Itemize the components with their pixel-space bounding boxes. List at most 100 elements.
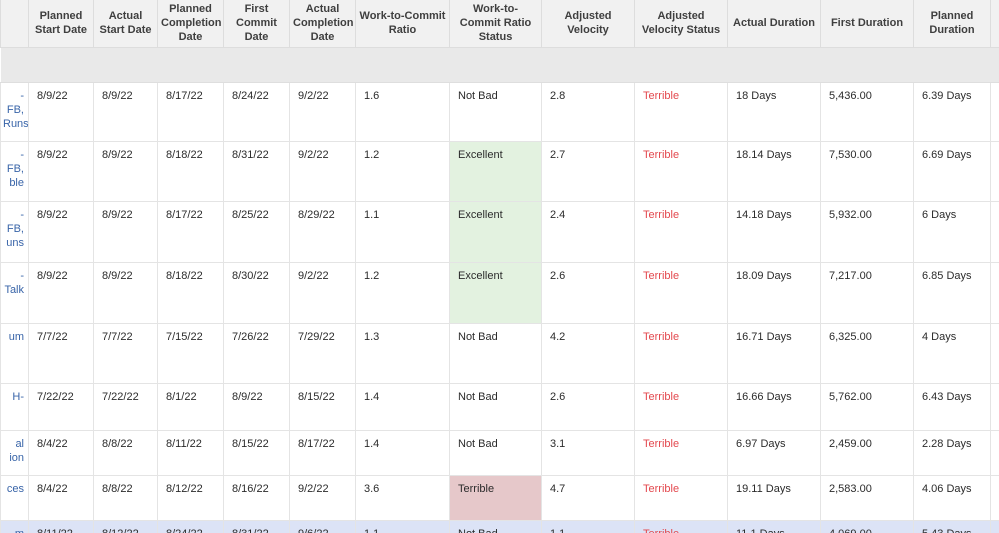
- cell-item: H-: [0, 382, 29, 431]
- cell-next: [990, 140, 999, 202]
- table-row[interactable]: ces 8/4/22 8/8/22 8/12/22 8/16/22 9/2/22 3.6 Te…: [0, 474, 999, 521]
- cell-w2c-ratio: 1.3: [355, 322, 450, 384]
- cell-first-duration: 7,217.00: [820, 261, 914, 324]
- column-header-item[interactable]: [0, 0, 29, 48]
- cell-planned-start: 8/11/22: [28, 519, 94, 533]
- cell-actual-duration: 18.14 Days: [727, 140, 821, 202]
- cell-planned-completion: 8/17/22: [157, 81, 224, 142]
- item-link[interactable]: H-: [12, 390, 24, 403]
- cell-planned-start: 8/9/22: [28, 140, 94, 202]
- column-header-planned-duration[interactable]: Planned Duration: [913, 0, 991, 48]
- cell-planned-start: 8/4/22: [28, 474, 94, 521]
- column-header-av-status[interactable]: Adjusted Velocity Status: [634, 0, 728, 48]
- cell-planned-start: 8/9/22: [28, 261, 94, 324]
- cell-actual-completion: 7/29/22: [289, 322, 356, 384]
- group-band-cell[interactable]: [0, 46, 999, 83]
- cell-next: [990, 474, 999, 521]
- cell-actual-completion: 9/2/22: [289, 261, 356, 324]
- cell-first-duration: 7,530.00: [820, 140, 914, 202]
- cell-actual-duration: 18.09 Days: [727, 261, 821, 324]
- column-header-first-duration[interactable]: First Duration: [820, 0, 914, 48]
- column-header-planned-completion[interactable]: Planned Completion Date: [157, 0, 224, 48]
- cell-adj-velocity: 2.8: [541, 81, 635, 142]
- cell-first-commit: 8/9/22: [223, 382, 290, 431]
- column-header-next[interactable]: [990, 0, 999, 48]
- cell-actual-start: 8/9/22: [93, 261, 158, 324]
- cell-av-status: Terrible: [634, 200, 728, 263]
- cell-item: - Talk: [0, 261, 29, 324]
- table-row[interactable]: um 7/7/22 7/7/22 7/15/22 7/26/22 7/29/22 1.3 No…: [0, 322, 999, 384]
- cell-item: um: [0, 322, 29, 384]
- cell-adj-velocity: 4.2: [541, 322, 635, 384]
- item-link[interactable]: um: [8, 330, 24, 343]
- table-row[interactable]: - FB, ble 8/9/22 8/9/22 8/18/22 8/31/22 9/2/2…: [0, 140, 999, 202]
- table-row[interactable]: - FB, Runs 8/9/22 8/9/22 8/17/22 8/24/22 9/2/…: [0, 81, 999, 142]
- cell-next: [990, 322, 999, 384]
- item-link[interactable]: ces: [6, 482, 24, 495]
- cell-w2c-status: Terrible: [449, 474, 542, 521]
- column-header-actual-start[interactable]: Actual Start Date: [93, 0, 158, 48]
- cell-item: m: [0, 519, 29, 533]
- cell-planned-completion: 8/24/22: [157, 519, 224, 533]
- column-header-w2c-ratio[interactable]: Work-to-Commit Ratio: [355, 0, 450, 48]
- column-header-actual-duration[interactable]: Actual Duration: [727, 0, 821, 48]
- cell-planned-duration: 5.43 Days: [913, 519, 991, 533]
- cell-actual-duration: 16.71 Days: [727, 322, 821, 384]
- cell-w2c-ratio: 3.6: [355, 474, 450, 521]
- cell-av-status: Terrible: [634, 81, 728, 142]
- column-header-adj-velocity[interactable]: Adjusted Velocity: [541, 0, 635, 48]
- cell-av-status: Terrible: [634, 429, 728, 476]
- table-row[interactable]: al ion 8/4/22 8/8/22 8/11/22 8/15/22 8/17/22 1…: [0, 429, 999, 476]
- cell-planned-duration: 6.39 Days: [913, 81, 991, 142]
- item-link[interactable]: al ion: [9, 437, 24, 464]
- table-row[interactable]: - FB, uns 8/9/22 8/9/22 8/17/22 8/25/22 8/29/…: [0, 200, 999, 263]
- column-header-actual-completion[interactable]: Actual Completion Date: [289, 0, 356, 48]
- cell-adj-velocity: 2.6: [541, 261, 635, 324]
- cell-actual-start: 8/8/22: [93, 429, 158, 476]
- cell-first-commit: 8/31/22: [223, 140, 290, 202]
- cell-first-duration: 6,325.00: [820, 322, 914, 384]
- cell-next: [990, 261, 999, 324]
- item-link[interactable]: - Talk: [4, 269, 24, 296]
- cell-actual-completion: 8/15/22: [289, 382, 356, 431]
- cell-actual-start: 7/7/22: [93, 322, 158, 384]
- table-row[interactable]: m8/11/228/12/228/24/228/31/229/6/221.1No…: [0, 519, 999, 533]
- column-header-planned-start[interactable]: Planned Start Date: [28, 0, 94, 48]
- table-body: - FB, Runs 8/9/22 8/9/22 8/17/22 8/24/22 9/2/…: [0, 46, 999, 533]
- cell-actual-duration: 18 Days: [727, 81, 821, 142]
- cell-first-commit: 8/25/22: [223, 200, 290, 263]
- table-row[interactable]: - Talk 8/9/22 8/9/22 8/18/22 8/30/22 9/2/22 1.…: [0, 261, 999, 324]
- group-band-row[interactable]: [0, 46, 999, 83]
- column-header-w2c-status[interactable]: Work-to-Commit Ratio Status: [449, 0, 542, 48]
- cell-actual-completion: 8/29/22: [289, 200, 356, 263]
- cell-actual-duration: 6.97 Days: [727, 429, 821, 476]
- cell-item: ces: [0, 474, 29, 521]
- table-row[interactable]: H- 7/22/22 7/22/22 8/1/22 8/9/22 8/15/22 1.4 No…: [0, 382, 999, 431]
- cell-item: - FB, ble: [0, 140, 29, 202]
- cell-first-commit: 8/30/22: [223, 261, 290, 324]
- cell-next: [990, 382, 999, 431]
- item-link[interactable]: - FB, uns: [6, 208, 24, 249]
- cell-planned-completion: 8/18/22: [157, 261, 224, 324]
- cell-actual-completion: 9/2/22: [289, 81, 356, 142]
- cell-actual-duration: 14.18 Days: [727, 200, 821, 263]
- column-header-first-commit[interactable]: First Commit Date: [223, 0, 290, 48]
- cell-planned-completion: 8/12/22: [157, 474, 224, 521]
- item-link[interactable]: - FB, Runs: [3, 89, 29, 130]
- cell-planned-duration: 6.85 Days: [913, 261, 991, 324]
- cell-next: [990, 429, 999, 476]
- cell-planned-duration: 6.69 Days: [913, 140, 991, 202]
- cell-adj-velocity: 2.7: [541, 140, 635, 202]
- cell-actual-completion: 9/2/22: [289, 140, 356, 202]
- item-link[interactable]: m: [15, 528, 24, 533]
- cell-actual-completion: 8/17/22: [289, 429, 356, 476]
- cell-first-duration: 5,762.00: [820, 382, 914, 431]
- item-link[interactable]: - FB, ble: [6, 148, 24, 189]
- cell-first-commit: 7/26/22: [223, 322, 290, 384]
- cell-w2c-status: Excellent: [449, 261, 542, 324]
- cell-av-status: Terrible: [634, 322, 728, 384]
- cell-next: [990, 81, 999, 142]
- cell-planned-duration: 6 Days: [913, 200, 991, 263]
- cell-w2c-ratio: 1.1: [355, 519, 450, 533]
